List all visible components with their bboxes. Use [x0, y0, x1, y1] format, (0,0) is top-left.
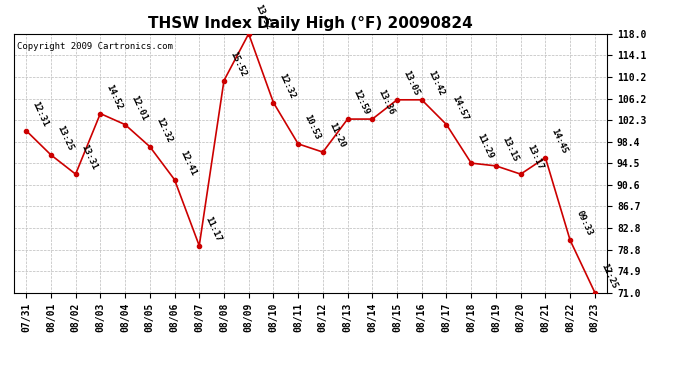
Text: 13:15: 13:15	[500, 135, 520, 163]
Text: 12:59: 12:59	[352, 88, 371, 116]
Text: 09:33: 09:33	[574, 209, 594, 237]
Text: 13:42: 13:42	[426, 69, 446, 97]
Title: THSW Index Daily High (°F) 20090824: THSW Index Daily High (°F) 20090824	[148, 16, 473, 31]
Text: 13:05: 13:05	[401, 69, 421, 97]
Text: 13:17: 13:17	[525, 143, 544, 171]
Text: 12:41: 12:41	[179, 149, 198, 177]
Text: 13:36: 13:36	[377, 88, 396, 116]
Text: 12:31: 12:31	[30, 100, 50, 128]
Text: 15:52: 15:52	[228, 50, 248, 78]
Text: 13:52: 13:52	[253, 3, 273, 31]
Text: Copyright 2009 Cartronics.com: Copyright 2009 Cartronics.com	[17, 42, 172, 51]
Text: 11:20: 11:20	[327, 121, 346, 149]
Text: 11:29: 11:29	[475, 132, 495, 160]
Text: 12:01: 12:01	[129, 94, 149, 122]
Text: 13:31: 13:31	[80, 143, 99, 171]
Text: 10:53: 10:53	[302, 113, 322, 141]
Text: 12:32: 12:32	[277, 72, 297, 100]
Text: 12:32: 12:32	[154, 116, 173, 144]
Text: 14:57: 14:57	[451, 94, 470, 122]
Text: 14:45: 14:45	[549, 127, 569, 155]
Text: 14:52: 14:52	[104, 82, 124, 111]
Text: 13:25: 13:25	[55, 124, 75, 152]
Text: 12:25: 12:25	[599, 261, 618, 290]
Text: 11:17: 11:17	[204, 215, 223, 243]
